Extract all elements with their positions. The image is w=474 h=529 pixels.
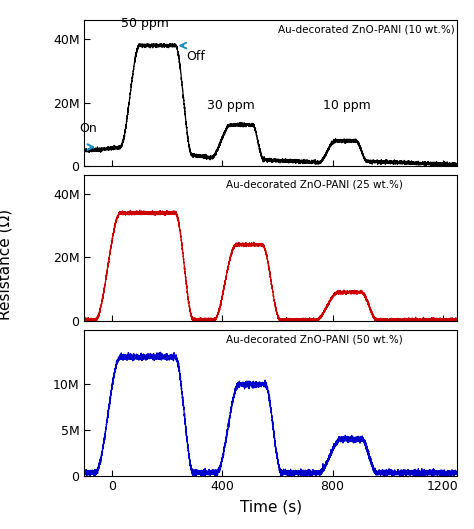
Text: 50 ppm: 50 ppm (121, 17, 169, 30)
X-axis label: Time (s): Time (s) (239, 499, 301, 514)
Text: 10 ppm: 10 ppm (322, 99, 370, 112)
Text: Off: Off (186, 50, 205, 63)
Text: On: On (79, 122, 97, 134)
Text: 30 ppm: 30 ppm (207, 99, 255, 112)
Text: Au-decorated ZnO-PANI (50 wt.%): Au-decorated ZnO-PANI (50 wt.%) (226, 334, 402, 344)
Text: Resistance (Ω): Resistance (Ω) (0, 209, 12, 320)
Text: Au-decorated ZnO-PANI (10 wt.%): Au-decorated ZnO-PANI (10 wt.%) (278, 24, 455, 34)
Text: Au-decorated ZnO-PANI (25 wt.%): Au-decorated ZnO-PANI (25 wt.%) (226, 179, 403, 189)
